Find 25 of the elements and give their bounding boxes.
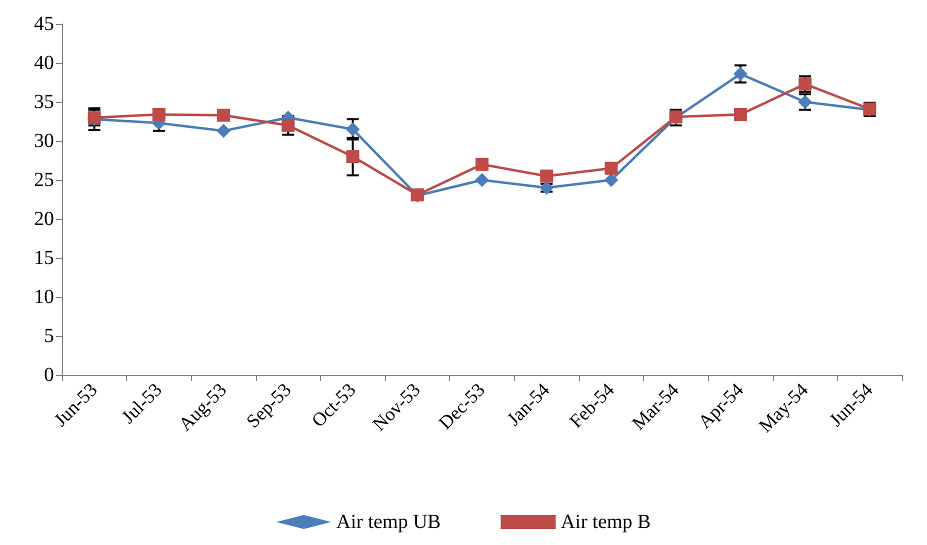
point	[152, 108, 166, 121]
point	[734, 108, 747, 121]
point	[217, 108, 230, 122]
point	[540, 170, 554, 183]
y-tick-label: 35	[34, 91, 54, 113]
y-tick-label: 0	[44, 364, 54, 386]
y-tick-label: 5	[44, 325, 54, 347]
y-tick-label: 20	[34, 208, 54, 230]
y-tick-label: 45	[34, 13, 54, 35]
point	[476, 158, 488, 171]
point	[282, 118, 295, 132]
point	[216, 124, 231, 138]
y-tick-label: 40	[34, 52, 54, 74]
y-tick-label: 15	[34, 247, 54, 269]
legend-label: Air temp B	[560, 511, 651, 533]
y-tick-label: 10	[34, 286, 54, 308]
point	[733, 66, 748, 81]
point	[475, 173, 489, 187]
y-tick-label: 30	[34, 130, 54, 152]
y-tick-label: 25	[34, 169, 54, 191]
point	[346, 150, 360, 164]
point	[604, 162, 618, 175]
point	[346, 122, 360, 136]
legend-label: Air temp UB	[336, 511, 441, 533]
point	[604, 173, 618, 187]
